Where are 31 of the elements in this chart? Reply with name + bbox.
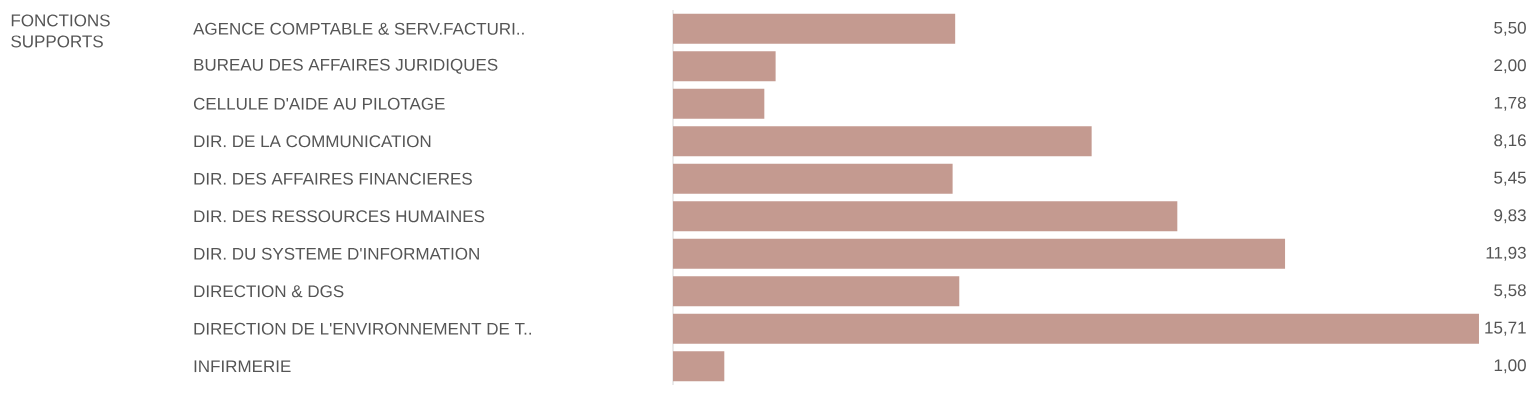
y-tick-label: DIR. DU SYSTEME D'INFORMATION [194,247,479,260]
bar [673,238,1286,269]
bar [673,13,956,44]
data-label: 15,71 [1485,321,1526,336]
data-label: 11,93 [1486,246,1526,261]
data-label: 9,83 [1494,209,1526,224]
bar [673,51,776,82]
bar [673,276,960,307]
data-label: 1,00 [1494,359,1526,374]
data-label: 5,50 [1494,21,1526,36]
y-tick-label: DIR. DES RESSOURCES HUMAINES [194,210,485,223]
bar [673,126,1092,157]
data-label: 1,78 [1494,96,1526,111]
y-tick-label: DIR. DES AFFAIRES FINANCIERES [194,172,472,185]
bar [673,351,725,382]
y-tick-label: CELLULE D'AIDE AU PILOTAGE [193,97,445,110]
y-tick-label: BUREAU DES AFFAIRES JURIDIQUES [194,58,498,74]
data-label: 2,00 [1494,59,1526,74]
y-tick-label: DIRECTION DE L'ENVIRONNEMENT DE T.. [194,322,532,335]
bar [673,313,1479,344]
bar [673,88,765,119]
data-label: 8,16 [1494,134,1526,149]
text: FONCTIONS SUPPORTS [11,14,110,48]
y-tick-label: DIRECTION & DGS [194,285,344,298]
y-tick-label: AGENCE COMPTABLE & SERV.FACTURI.. [193,22,524,35]
bar [673,201,1178,232]
data-label: 5,45 [1494,171,1526,186]
bar [673,163,953,194]
data-label: 5,58 [1494,284,1526,299]
y-tick-label: INFIRMERIE [194,360,291,373]
y-tick-label: DIR. DE LA COMMUNICATION [194,135,431,148]
